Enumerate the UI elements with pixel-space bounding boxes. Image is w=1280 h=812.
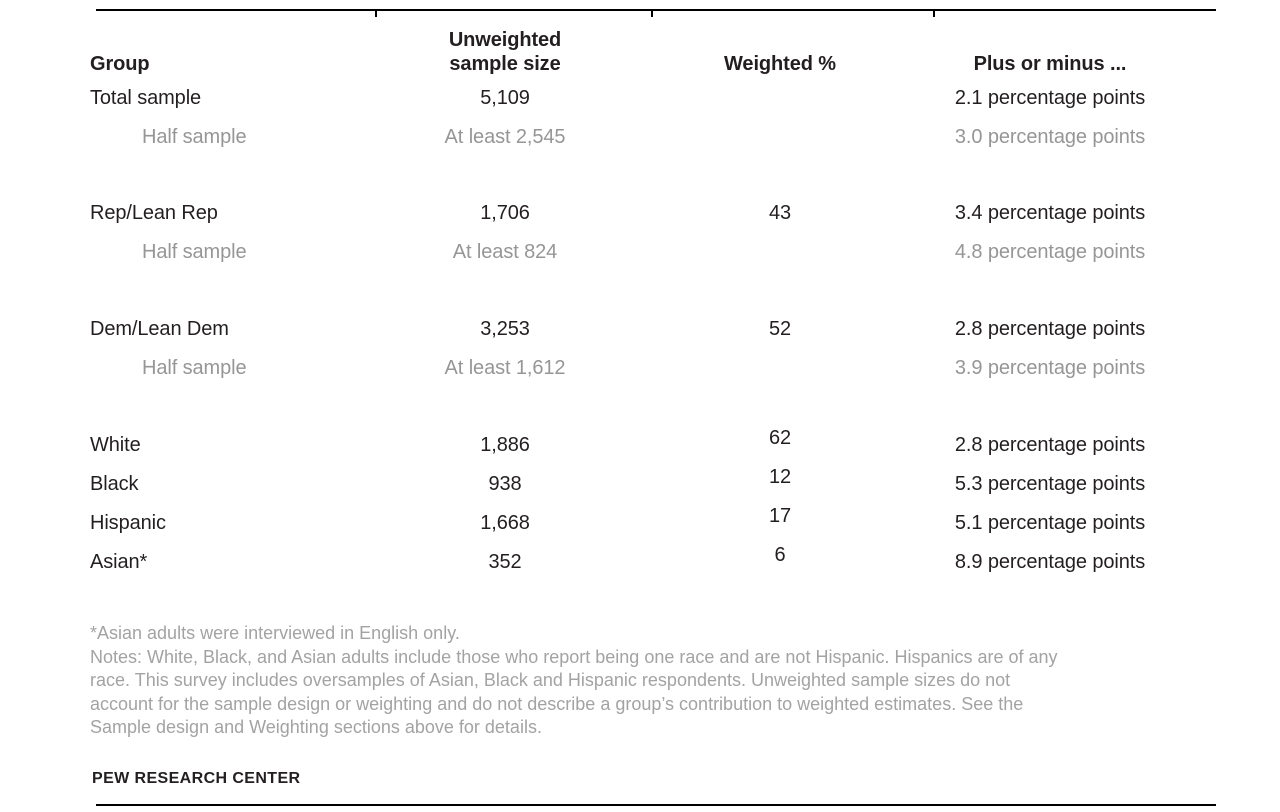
group-cell: Hispanic [90, 511, 166, 534]
moe-cell: 5.3 percentage points [954, 472, 1146, 495]
note-line: Notes: White, Black, and Asian adults in… [90, 646, 1058, 667]
group-cell: Total sample [90, 86, 202, 109]
column-header-unweighted-sample-size: Unweighted sample size [448, 29, 562, 75]
pew-research-center-wordmark: PEW RESEARCH CENTER [92, 770, 301, 787]
column-divider-tick [375, 11, 377, 17]
column-header-plus-or-minus: Plus or minus ... [973, 53, 1127, 75]
column-divider-tick [933, 11, 935, 17]
group-cell: Asian* [90, 550, 148, 573]
group-cell: Half sample [142, 240, 247, 263]
row-group-gap [90, 387, 1175, 425]
group-cell: Half sample [142, 356, 247, 379]
unweighted-cell: 1,706 [480, 201, 530, 224]
row-group-gap [90, 271, 1175, 309]
unweighted-cell: 1,668 [480, 511, 530, 534]
note-line: race. This survey includes oversamples o… [90, 670, 1011, 690]
weighted-cell: 43 [768, 201, 792, 224]
moe-cell: 3.9 percentage points [954, 356, 1146, 379]
weighted-cell: 62 [768, 426, 792, 449]
sample-size-table: Group Unweighted sample size Weighted % … [90, 24, 1175, 581]
unweighted-cell: At least 824 [452, 240, 558, 263]
table-row-dem-lean-dem: Dem/Lean Dem 3,253 52 2.8 percentage poi… [90, 309, 1175, 348]
group-cell: Dem/Lean Dem [90, 317, 229, 340]
unweighted-cell: At least 1,612 [444, 356, 566, 379]
table-row-total-sample: Total sample 5,109 2.1 percentage points [90, 78, 1175, 117]
unweighted-cell: At least 2,545 [444, 125, 566, 148]
moe-cell: 3.4 percentage points [954, 201, 1146, 224]
column-divider-tick [651, 11, 653, 17]
moe-cell: 8.9 percentage points [954, 550, 1146, 573]
note-line: account for the sample design or weighti… [90, 693, 1024, 714]
table-notes: *Asian adults were interviewed in Englis… [90, 622, 1058, 740]
footnote-asterisk: *Asian adults were interviewed in Englis… [90, 623, 460, 643]
table-bottom-border [96, 804, 1216, 806]
table-row-black: Black 938 12 5.3 percentage points [90, 464, 1175, 503]
moe-cell: 3.0 percentage points [954, 125, 1146, 148]
unweighted-cell: 938 [488, 472, 522, 495]
row-group-gap [90, 156, 1175, 193]
group-cell: Black [90, 472, 139, 495]
unweighted-cell: 1,886 [480, 433, 530, 456]
unweighted-cell: 352 [488, 550, 522, 573]
moe-cell: 4.8 percentage points [954, 240, 1146, 263]
unweighted-cell: 3,253 [480, 317, 530, 340]
moe-cell: 2.8 percentage points [954, 433, 1146, 456]
table-row-half-sample-total: Half sample At least 2,545 3.0 percentag… [90, 117, 1175, 156]
table-header-row: Group Unweighted sample size Weighted % … [90, 24, 1175, 78]
table-top-border [96, 9, 1216, 17]
weighted-cell: 6 [774, 543, 786, 566]
table-row-white: White 1,886 62 2.8 percentage points [90, 425, 1175, 464]
table-row-hispanic: Hispanic 1,668 17 5.1 percentage points [90, 503, 1175, 542]
table-row-rep-lean-rep: Rep/Lean Rep 1,706 43 3.4 percentage poi… [90, 193, 1175, 232]
note-line: Sample design and Weighting sections abo… [90, 717, 542, 737]
weighted-cell: 12 [768, 465, 792, 488]
column-header-weighted-percent: Weighted % [724, 53, 836, 75]
group-cell: Rep/Lean Rep [90, 201, 218, 224]
table-row-half-sample-rep: Half sample At least 824 4.8 percentage … [90, 232, 1175, 271]
moe-cell: 5.1 percentage points [954, 511, 1146, 534]
table-row-asian: Asian* 352 6 8.9 percentage points [90, 542, 1175, 581]
table-row-half-sample-dem: Half sample At least 1,612 3.9 percentag… [90, 348, 1175, 387]
column-header-group: Group [90, 53, 150, 75]
moe-cell: 2.1 percentage points [954, 86, 1146, 109]
moe-cell: 2.8 percentage points [954, 317, 1146, 340]
weighted-cell: 17 [768, 504, 792, 527]
unweighted-cell: 5,109 [480, 86, 530, 109]
weighted-cell: 52 [768, 317, 792, 340]
group-cell: White [90, 433, 141, 456]
group-cell: Half sample [142, 125, 247, 148]
